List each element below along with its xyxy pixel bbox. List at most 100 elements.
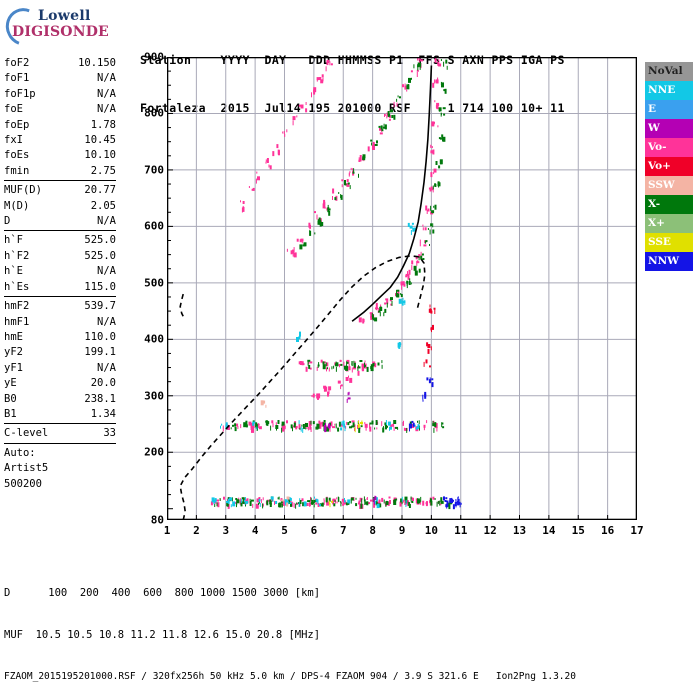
param-key: h`F: [4, 234, 23, 247]
param-key: foEs: [4, 149, 30, 162]
x-tick-15: 15: [571, 524, 585, 537]
x-tick-2: 2: [193, 524, 200, 537]
legend-item-sse[interactable]: SSE: [645, 233, 693, 252]
station-header-labels: Station YYYY DAY DDD HHMMSS P1 FFS S AXN…: [140, 53, 565, 67]
param-value: 238.1: [84, 392, 116, 405]
footer-muf-row: MUF 10.5 10.5 10.8 11.2 11.8 12.6 15.0 2…: [4, 629, 321, 641]
param-row: h`E N/A: [4, 264, 116, 279]
param-value: 1.34: [90, 407, 116, 420]
series-vo-: [423, 304, 436, 368]
auto-artist: Artist5: [4, 462, 49, 475]
param-value: 20.0: [90, 377, 116, 390]
param-row: foEs 10.10: [4, 148, 116, 163]
scaled-trace-overlay: [351, 65, 433, 322]
param-value: 33: [103, 427, 116, 440]
param-key: h`Es: [4, 280, 30, 293]
param-value: 539.7: [84, 300, 116, 313]
y-tick-700: 700: [144, 163, 164, 177]
param-key: yF1: [4, 361, 23, 374]
param-key: M(D): [4, 199, 30, 212]
param-group-2: h`F 525.0 h`F2 525.0 h`E N/A h`Es 115.0: [4, 233, 116, 298]
x-axis-tick-labels: 1 2 3 4 5 6 7 8 9 10 11 12 13 14 15 16 17: [120, 524, 680, 544]
true-height-profile: [179, 254, 426, 520]
param-key: h`E: [4, 265, 23, 278]
param-value: 199.1: [84, 346, 116, 359]
param-key: foF1p: [4, 87, 36, 100]
legend-item-x-[interactable]: X+: [645, 214, 693, 233]
param-row: foF1p N/A: [4, 87, 116, 102]
param-group-4: C-level 33: [4, 426, 116, 444]
param-key: MUF(D): [4, 184, 42, 197]
param-value: 10.45: [84, 134, 116, 147]
param-row: yE 20.0: [4, 376, 116, 391]
x-tick-6: 6: [310, 524, 318, 537]
y-tick-800: 800: [144, 106, 164, 120]
param-value: N/A: [97, 87, 116, 100]
param-row: hmF1 N/A: [4, 315, 116, 330]
param-value: N/A: [97, 265, 116, 278]
x-tick-10: 10: [424, 524, 438, 537]
param-group-1: MUF(D) 20.77 M(D) 2.05 D N/A: [4, 183, 116, 232]
param-row: M(D) 2.05: [4, 199, 116, 214]
x-tick-12: 12: [483, 524, 497, 537]
param-row: fxI 10.45: [4, 133, 116, 148]
param-key: D: [4, 215, 11, 228]
param-row: yF1 N/A: [4, 361, 116, 376]
param-value: 20.77: [84, 184, 116, 197]
param-row: MUF(D) 20.77: [4, 183, 116, 198]
param-value: 10.10: [84, 149, 116, 162]
legend-item-nne[interactable]: NNE: [645, 81, 693, 100]
param-value: N/A: [97, 103, 116, 116]
ionogram-canvas: [167, 57, 637, 520]
x-tick-8: 8: [369, 524, 376, 537]
param-row: B1 1.34: [4, 407, 116, 422]
legend-item-x-[interactable]: X-: [645, 195, 693, 214]
ionogram-parameters-panel: foF2 10.150 foF1 N/A foF1p N/A foE N/A foEp 1.78 f…: [4, 56, 116, 495]
legend-item-vo-[interactable]: Vo-: [645, 138, 693, 157]
auto-title: Auto:: [4, 446, 36, 459]
y-tick-900: 900: [144, 50, 164, 64]
param-value: N/A: [97, 215, 116, 228]
logo-digisonde-text: DIGISONDE: [12, 24, 109, 40]
y-tick-500: 500: [144, 276, 164, 290]
series-sse: [328, 420, 363, 508]
ionogram-plot[interactable]: [167, 57, 637, 520]
param-key: B1: [4, 407, 17, 420]
plot-frame: [167, 57, 637, 520]
param-row: yF2 199.1: [4, 345, 116, 360]
param-value: 2.75: [90, 164, 116, 177]
x-tick-3: 3: [222, 524, 230, 537]
x-tick-1: 1: [163, 524, 171, 537]
param-row: hmF2 539.7: [4, 299, 116, 314]
legend-item-noval[interactable]: NoVal: [645, 62, 693, 81]
param-key: hmF1: [4, 315, 30, 328]
legend-item-e[interactable]: E: [645, 100, 693, 119]
y-axis-tick-labels: 80 200 300 400 500 600 700 800 900: [120, 50, 164, 530]
param-row: h`Es 115.0: [4, 280, 116, 295]
polarization-legend: NoVal NNE E W Vo- Vo+ SSW X- X+ SSE NNW: [645, 62, 693, 271]
param-key: yE: [4, 377, 17, 390]
x-tick-5: 5: [281, 524, 288, 537]
y-tick-600: 600: [144, 219, 164, 233]
param-row: foEp 1.78: [4, 118, 116, 133]
series-nne: [211, 222, 420, 509]
x-tick-11: 11: [454, 524, 468, 537]
param-row: C-level 33: [4, 426, 116, 441]
param-value: 2.05: [90, 199, 116, 212]
legend-item-vo-[interactable]: Vo+: [645, 157, 693, 176]
param-value: N/A: [97, 361, 116, 374]
param-row: D N/A: [4, 214, 116, 229]
param-key: h`F2: [4, 249, 30, 262]
lower-profile-hook: [179, 293, 186, 320]
param-key: foF1: [4, 72, 30, 85]
param-value: 525.0: [84, 234, 116, 247]
y-tick-300: 300: [144, 389, 164, 403]
param-key: hmF2: [4, 300, 30, 313]
legend-item-ssw[interactable]: SSW: [645, 176, 693, 195]
param-value: 525.0: [84, 249, 116, 262]
legend-item-w[interactable]: W: [645, 119, 693, 138]
station-header-values: Fortaleza 2015 Jul14 195 201000 RSF 1 71…: [140, 101, 565, 115]
station-header: Station YYYY DAY DDD HHMMSS P1 FFS S AXN…: [140, 20, 565, 132]
series-nnw: [408, 377, 462, 510]
legend-item-nnw[interactable]: NNW: [645, 252, 693, 271]
